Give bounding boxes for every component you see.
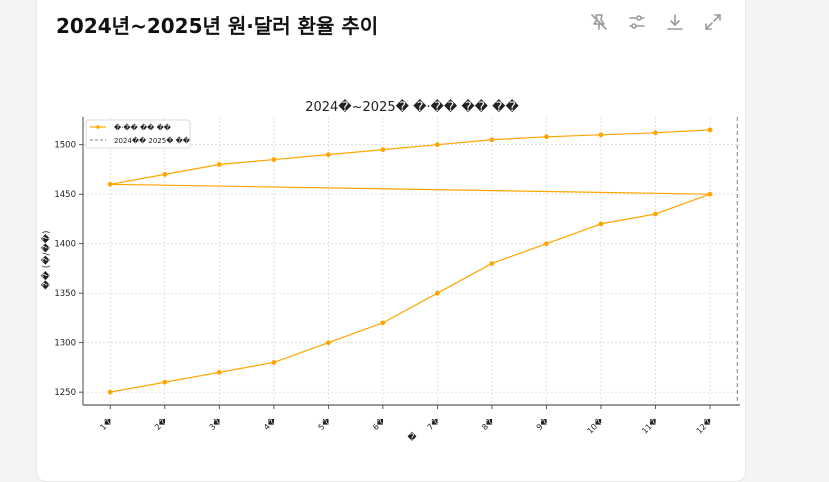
legend: �·�� �� �� 2024�� 2025� �� [85, 119, 191, 149]
legend-box [85, 119, 191, 149]
x-tick-label: 7� [425, 415, 442, 432]
data-point [598, 221, 604, 227]
series-line [110, 129, 711, 393]
grid [83, 117, 740, 405]
x-tick-label: 4� [261, 415, 278, 432]
data-point [489, 137, 495, 143]
x-tick-label: 6� [370, 415, 387, 432]
data-point [162, 379, 168, 385]
data-point [653, 211, 658, 217]
settings-button[interactable] [626, 11, 648, 33]
x-tick-label: 5� [316, 415, 333, 432]
y-tick-label: 1300 [54, 339, 76, 349]
series [107, 117, 738, 405]
legend-series-marker [96, 125, 100, 129]
legend-series-label: �·�� �� �� [114, 123, 172, 132]
data-point [325, 340, 331, 346]
data-point [107, 389, 113, 395]
axes: 1� 2� 3� 4� 5� 6� 7� 8� 9� 10� 11� 12� 1250 1300 1350 1… [54, 117, 740, 436]
data-point [707, 191, 713, 197]
settings-sliders-icon [629, 15, 645, 29]
y-tick-label: 1400 [54, 240, 76, 250]
x-axis-label: � [407, 431, 417, 443]
pin-off-icon [591, 14, 607, 30]
data-point [434, 290, 440, 296]
data-point [653, 130, 658, 136]
x-tick-label: 12� [694, 415, 715, 436]
download-icon [667, 14, 683, 30]
y-tick-label: 1350 [54, 289, 76, 299]
x-tick-label: 9� [534, 415, 551, 432]
data-point [380, 320, 386, 326]
expand-button[interactable] [702, 11, 724, 33]
x-tick-label: 10� [585, 415, 606, 436]
data-point [544, 241, 549, 247]
data-point [707, 127, 713, 133]
pin-off-button[interactable] [588, 11, 610, 33]
data-point [380, 147, 386, 153]
data-point [216, 369, 222, 375]
y-axis-label: �� (�/��) [40, 230, 52, 289]
x-tick-label: 1� [98, 415, 115, 432]
x-tick-label: 11� [639, 415, 660, 436]
data-point [271, 157, 277, 162]
data-point [162, 172, 168, 177]
x-tick-label: 3� [207, 415, 224, 432]
download-button[interactable] [664, 11, 686, 33]
data-point [544, 134, 549, 140]
data-point [107, 181, 113, 187]
y-tick-label: 1450 [54, 190, 76, 200]
chart-card [36, 0, 746, 482]
x-tick-label: 2� [152, 415, 169, 432]
y-tick-label: 1250 [54, 388, 76, 398]
legend-vline-label: 2024�� 2025� �� [114, 136, 191, 145]
data-point [271, 360, 277, 365]
chart-toolbar [588, 11, 724, 33]
expand-icon [705, 14, 721, 30]
data-point [325, 152, 331, 158]
x-tick-label: 8� [479, 415, 496, 432]
data-point [598, 132, 604, 138]
chart-title: 2024�~2025� �·�� �� �� [305, 98, 519, 115]
data-point [434, 142, 440, 148]
data-point [489, 261, 495, 266]
page-title: 2024년~2025년 원·달러 환율 추이 [56, 14, 379, 38]
y-tick-label: 1500 [54, 141, 76, 151]
data-point [216, 162, 222, 167]
